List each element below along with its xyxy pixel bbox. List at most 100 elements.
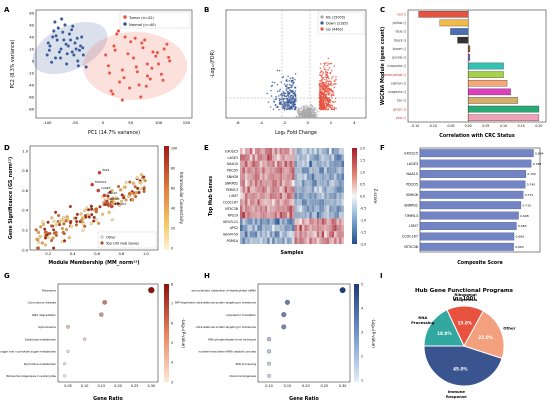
heatmap-cell	[277, 199, 280, 206]
heatmap-cell	[331, 186, 335, 193]
heatmap-cell	[301, 192, 305, 200]
scatter-point	[323, 68, 326, 71]
scatter-point	[316, 117, 318, 119]
tick-label: 0.15	[284, 384, 292, 388]
heatmap-cell	[341, 199, 345, 206]
heatmap-cell	[267, 218, 270, 225]
scatter-point	[68, 205, 72, 209]
heatmap-cell	[336, 231, 340, 238]
heatmap-cell	[284, 167, 288, 174]
tick-label: 0.4	[70, 252, 76, 256]
scatter-point	[314, 107, 316, 109]
scatter-point	[287, 94, 290, 97]
heatmap-cell	[254, 186, 258, 193]
scatter-point	[295, 116, 298, 118]
heatmap-cell	[326, 231, 330, 238]
heatmap-cell	[277, 212, 280, 219]
heatmap-cell	[267, 224, 270, 232]
scatter-point	[274, 104, 277, 107]
term-label: cytoplasmic translation	[226, 313, 257, 317]
heatmap-cell	[289, 218, 293, 225]
panel-letter-e: E	[204, 144, 209, 152]
heatmap-cell	[309, 199, 312, 206]
heatmap-cell	[329, 218, 332, 225]
heatmap-cell	[272, 186, 275, 193]
heatmap-cell	[254, 231, 258, 238]
scatter-point	[319, 94, 322, 97]
heatmap-cell	[257, 237, 260, 245]
hub-point	[97, 170, 102, 175]
heatmap-cell	[279, 218, 283, 225]
scatter-point	[54, 33, 58, 38]
scatter-point	[294, 78, 296, 81]
tick-label: -80	[28, 107, 35, 111]
hub-point	[104, 199, 109, 204]
scatter-point	[314, 113, 317, 116]
heatmap-cell	[289, 173, 293, 181]
tick-label: 0.15	[518, 124, 525, 128]
heatmap-cell	[339, 180, 342, 187]
heatmap-cell	[319, 199, 322, 206]
scatter-point	[285, 79, 287, 82]
scatter-point	[309, 109, 311, 112]
tick-label: -6	[236, 120, 240, 125]
heatmap-cell	[289, 224, 293, 232]
heatmap-cell	[262, 218, 265, 225]
scatter-point	[54, 210, 58, 214]
colorbar-tick: -1.5	[360, 230, 366, 234]
heatmap-cell	[304, 173, 307, 181]
heatmap-cell	[304, 148, 307, 155]
heatmap-cell	[277, 237, 280, 245]
scatter-point	[83, 224, 87, 228]
scatter-point	[327, 80, 330, 83]
tick-label: 150	[183, 120, 191, 125]
tick-label: 0.8	[22, 169, 28, 173]
heatmap-cell	[296, 180, 300, 187]
scatter-point	[289, 102, 292, 105]
heatmap-cell	[252, 237, 255, 245]
heatmap-cell	[336, 167, 340, 174]
axis-label-x-b: Log₂ Fold Change	[275, 130, 317, 136]
heatmap-cell	[324, 192, 327, 200]
heatmap-cell	[294, 148, 298, 155]
scatter-point	[59, 47, 63, 51]
scatter-point	[331, 77, 333, 80]
axis-label-y-d: Gene Significance (GS_norm¹²)	[8, 157, 14, 239]
tick-label: 0.10	[81, 384, 89, 388]
scatter-point	[135, 176, 139, 180]
bar	[419, 190, 524, 199]
heatmap-cell	[254, 237, 258, 245]
heatmap-cell	[252, 224, 255, 232]
scatter-point	[325, 94, 327, 96]
heatmap-cell	[244, 160, 248, 168]
heatmap-cell	[319, 167, 322, 174]
scatter-point	[320, 70, 322, 72]
scatter-point	[317, 110, 319, 113]
heatmap-cell	[324, 160, 327, 168]
category-label: LAGE3	[407, 162, 418, 166]
colorbar-label-h: -Log₁₀(P-value)	[371, 318, 376, 348]
heatmap-cell	[267, 186, 270, 193]
axis-label-x-h: Gene Ratio	[289, 396, 319, 402]
scatter-point	[276, 69, 279, 72]
scatter-point	[122, 75, 126, 80]
heatmap-cell	[282, 237, 285, 245]
heatmap-cell	[336, 180, 340, 187]
scatter-point	[294, 86, 296, 88]
scatter-point	[117, 203, 121, 207]
dot	[267, 361, 271, 366]
heatmap-cell	[277, 160, 280, 168]
category-label: pink ()	[396, 116, 406, 120]
colorbar-label-e: Z-score	[373, 189, 378, 204]
heatmap-cell	[339, 186, 342, 193]
scatter-point	[111, 92, 115, 96]
scatter-point	[318, 96, 321, 98]
heatmap-cell	[257, 180, 260, 187]
bar	[468, 45, 471, 53]
heatmap-cell	[254, 205, 258, 213]
heatmap-cell	[240, 167, 243, 174]
heatmap-cell	[242, 231, 246, 238]
scatter-point	[137, 191, 141, 195]
heatmap-cell	[321, 186, 325, 193]
term-label: ribosome biogenesis	[229, 374, 256, 378]
